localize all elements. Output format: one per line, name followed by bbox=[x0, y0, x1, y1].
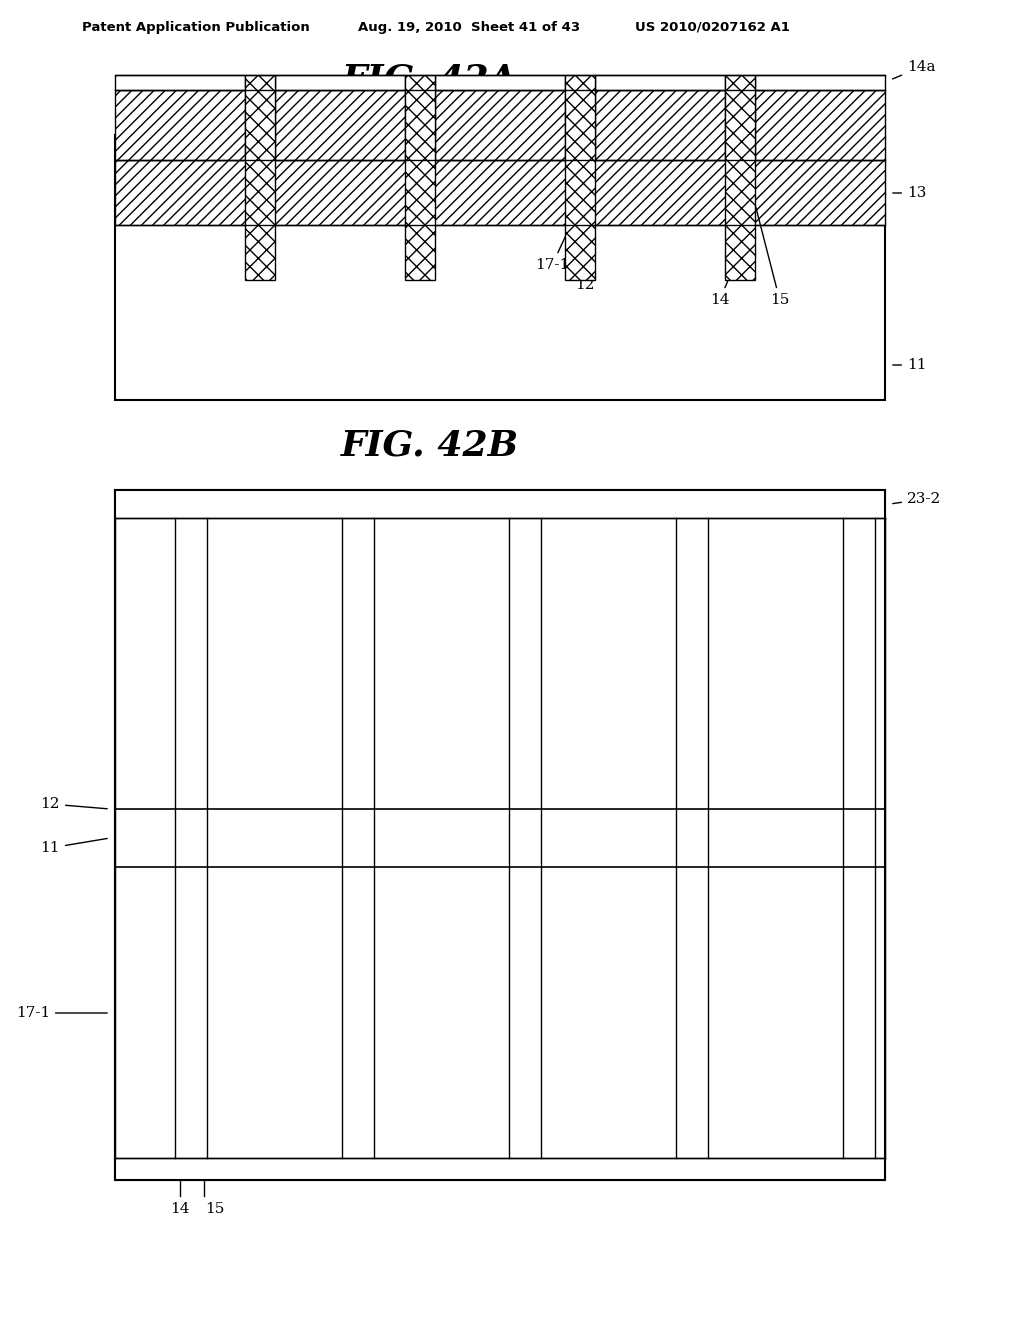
Bar bbox=[708, 517, 843, 809]
Text: US 2010/0207162 A1: US 2010/0207162 A1 bbox=[635, 21, 790, 33]
Bar bbox=[595, 90, 725, 160]
Bar bbox=[509, 517, 541, 1158]
Bar bbox=[843, 517, 874, 1158]
Bar bbox=[275, 75, 406, 90]
Bar bbox=[342, 809, 374, 867]
Bar bbox=[342, 517, 374, 1158]
Bar bbox=[874, 517, 885, 809]
Bar bbox=[708, 867, 843, 1158]
Text: 11: 11 bbox=[41, 838, 108, 855]
Text: 14: 14 bbox=[170, 1203, 189, 1216]
Bar bbox=[115, 160, 885, 224]
Bar bbox=[245, 75, 275, 280]
Bar bbox=[115, 90, 245, 160]
Bar bbox=[676, 517, 708, 1158]
Bar bbox=[595, 75, 725, 90]
Text: Aug. 19, 2010  Sheet 41 of 43: Aug. 19, 2010 Sheet 41 of 43 bbox=[358, 21, 581, 33]
Bar bbox=[115, 490, 885, 1180]
Bar bbox=[874, 867, 885, 1158]
Text: FIG. 42A: FIG. 42A bbox=[342, 63, 518, 96]
Bar bbox=[115, 867, 175, 1158]
Text: 17-1: 17-1 bbox=[535, 207, 579, 272]
Bar bbox=[509, 809, 541, 867]
Bar bbox=[374, 517, 509, 809]
Bar bbox=[115, 1158, 885, 1180]
Bar bbox=[435, 90, 565, 160]
Bar bbox=[115, 75, 245, 90]
Text: 15: 15 bbox=[206, 1203, 224, 1216]
Bar bbox=[725, 75, 755, 280]
Text: 23-2: 23-2 bbox=[893, 492, 941, 506]
Bar bbox=[435, 75, 565, 90]
Bar bbox=[755, 90, 885, 160]
Text: Patent Application Publication: Patent Application Publication bbox=[82, 21, 309, 33]
Bar bbox=[374, 867, 509, 1158]
Bar bbox=[676, 809, 708, 867]
Text: 15: 15 bbox=[756, 207, 790, 308]
Bar bbox=[843, 809, 874, 867]
Bar bbox=[207, 517, 342, 809]
Bar bbox=[115, 517, 175, 809]
Bar bbox=[115, 135, 885, 400]
Text: 14a: 14a bbox=[893, 59, 936, 79]
Bar bbox=[115, 490, 885, 517]
Text: 17-1: 17-1 bbox=[15, 1006, 108, 1020]
Bar bbox=[541, 867, 676, 1158]
Bar bbox=[541, 517, 676, 809]
Bar bbox=[115, 809, 885, 867]
Text: FIG. 42B: FIG. 42B bbox=[341, 428, 519, 462]
Bar bbox=[755, 75, 885, 90]
Text: 14: 14 bbox=[710, 255, 739, 308]
Bar bbox=[207, 867, 342, 1158]
Bar bbox=[565, 75, 595, 280]
Bar bbox=[175, 517, 207, 1158]
Bar bbox=[406, 75, 435, 280]
Text: 13: 13 bbox=[893, 186, 927, 201]
Bar bbox=[115, 490, 885, 1180]
Text: 11: 11 bbox=[893, 358, 927, 372]
Bar bbox=[175, 809, 207, 867]
Bar bbox=[275, 90, 406, 160]
Bar bbox=[115, 160, 885, 224]
Text: 12: 12 bbox=[575, 255, 595, 292]
Text: 12: 12 bbox=[41, 797, 108, 810]
